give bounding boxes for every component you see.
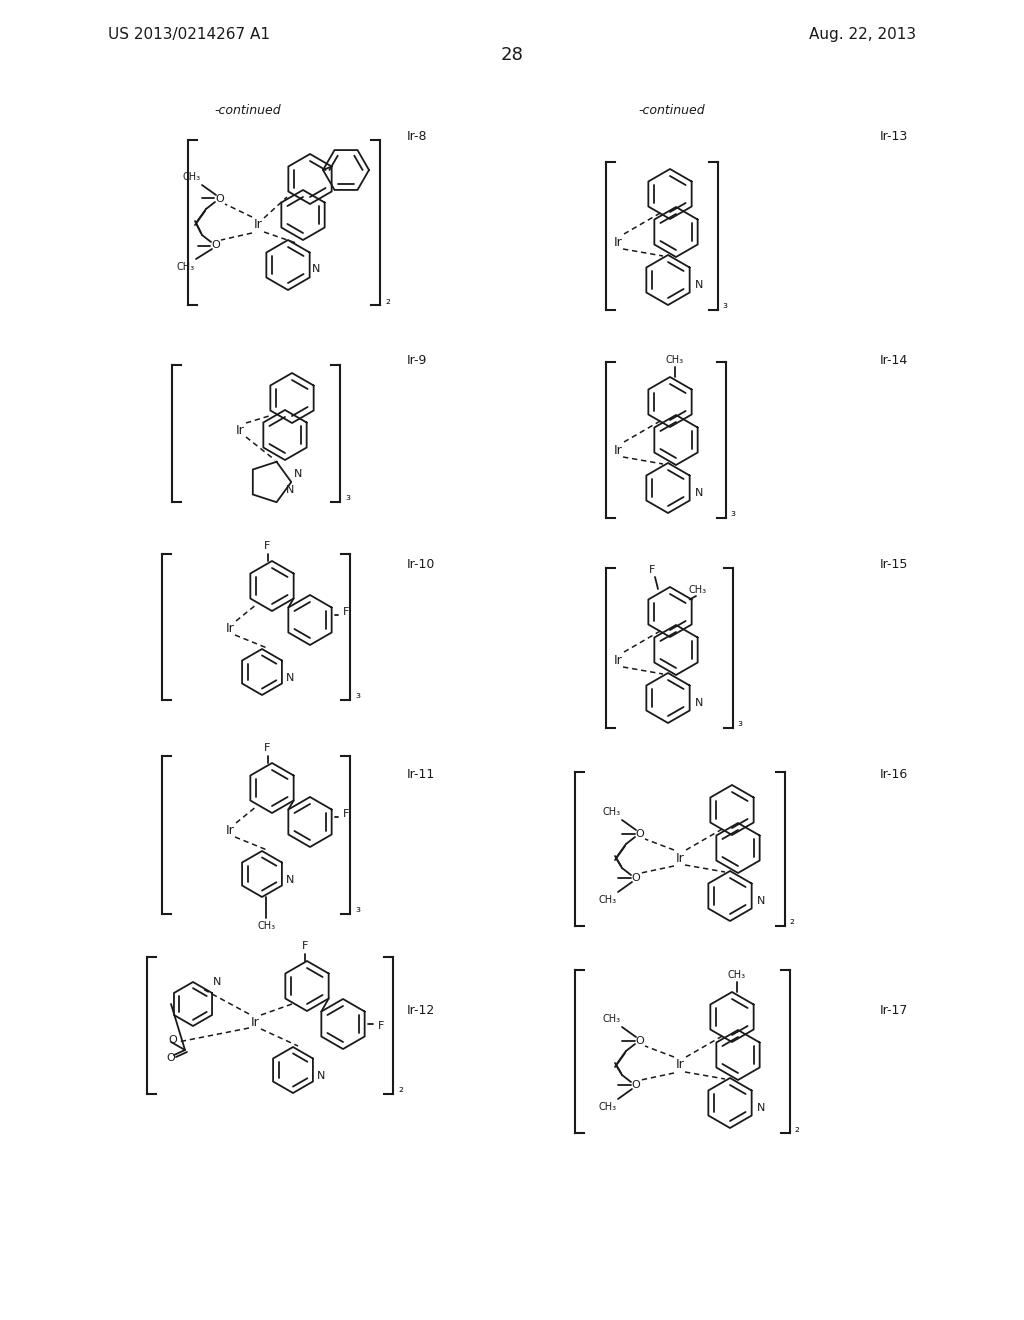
Text: CH₃: CH₃: [599, 895, 617, 906]
Text: US 2013/0214267 A1: US 2013/0214267 A1: [108, 28, 270, 42]
Text: N: N: [316, 1071, 326, 1081]
Text: Ir: Ir: [236, 424, 245, 437]
Text: 28: 28: [501, 46, 523, 63]
Text: ₃: ₃: [722, 298, 727, 312]
Text: N: N: [286, 484, 294, 495]
Text: Ir-9: Ir-9: [407, 354, 427, 367]
Text: N: N: [695, 698, 703, 708]
Text: N: N: [294, 469, 302, 479]
Text: N: N: [286, 875, 294, 884]
Text: Ir-10: Ir-10: [407, 558, 435, 572]
Text: O: O: [636, 829, 644, 840]
Text: ₂: ₂: [790, 915, 794, 928]
Text: F: F: [378, 1020, 384, 1031]
Text: N: N: [213, 977, 221, 987]
Text: ₂: ₂: [398, 1082, 403, 1096]
Text: -continued: -continued: [215, 103, 282, 116]
Text: O: O: [632, 1080, 640, 1090]
Text: ₃: ₃: [737, 717, 742, 730]
Text: CH₃: CH₃: [599, 1102, 617, 1111]
Text: Ir: Ir: [613, 235, 623, 248]
Text: CH₃: CH₃: [177, 261, 195, 272]
Text: Ir-17: Ir-17: [880, 1003, 908, 1016]
Text: ₃: ₃: [355, 903, 360, 916]
Text: N: N: [757, 896, 765, 906]
Text: Ir: Ir: [613, 653, 623, 667]
Text: Ir-14: Ir-14: [880, 354, 908, 367]
Text: F: F: [649, 565, 655, 576]
Text: N: N: [695, 488, 703, 498]
Text: CH₃: CH₃: [603, 1014, 622, 1024]
Text: Ir-16: Ir-16: [880, 768, 908, 781]
Text: CH₃: CH₃: [258, 921, 276, 931]
Text: CH₃: CH₃: [728, 970, 746, 979]
Text: F: F: [264, 541, 270, 550]
Text: O: O: [636, 1036, 644, 1045]
Text: F: F: [343, 607, 349, 616]
Text: Ir-11: Ir-11: [407, 768, 435, 781]
Text: ₃: ₃: [355, 689, 360, 701]
Text: Ir-15: Ir-15: [880, 558, 908, 572]
Text: -continued: -continued: [639, 103, 706, 116]
Text: O: O: [169, 1035, 177, 1045]
Text: ₂: ₂: [385, 293, 390, 306]
Text: ₃: ₃: [730, 507, 735, 520]
Text: CH₃: CH₃: [666, 355, 684, 366]
Text: O: O: [212, 240, 220, 249]
Text: CH₃: CH₃: [689, 585, 707, 595]
Text: N: N: [312, 264, 321, 275]
Text: ₃: ₃: [345, 491, 350, 503]
Text: F: F: [264, 743, 270, 752]
Text: Ir-13: Ir-13: [880, 131, 908, 144]
Text: F: F: [343, 809, 349, 818]
Text: Ir: Ir: [225, 824, 234, 837]
Text: CH₃: CH₃: [183, 172, 201, 182]
Text: Ir: Ir: [251, 1015, 259, 1028]
Text: CH₃: CH₃: [603, 807, 622, 817]
Text: O: O: [216, 194, 224, 205]
Text: N: N: [286, 673, 294, 682]
Text: N: N: [695, 280, 703, 290]
Text: Ir: Ir: [676, 1059, 684, 1072]
Text: Ir: Ir: [676, 851, 684, 865]
Text: Ir-12: Ir-12: [407, 1003, 435, 1016]
Text: Ir: Ir: [254, 219, 262, 231]
Text: F: F: [302, 941, 308, 950]
Text: O: O: [167, 1053, 175, 1063]
Text: Aug. 22, 2013: Aug. 22, 2013: [809, 28, 916, 42]
Text: Ir: Ir: [225, 622, 234, 635]
Text: ₂: ₂: [794, 1122, 799, 1134]
Text: N: N: [757, 1104, 765, 1113]
Text: Ir: Ir: [613, 444, 623, 457]
Text: Ir-8: Ir-8: [407, 131, 427, 144]
Text: O: O: [632, 873, 640, 883]
